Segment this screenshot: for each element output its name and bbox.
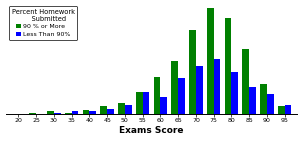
Bar bbox=[54, 113, 61, 114]
Bar bbox=[72, 111, 78, 114]
Bar bbox=[47, 111, 54, 114]
Bar bbox=[260, 84, 267, 114]
Bar bbox=[242, 49, 249, 114]
Bar bbox=[225, 18, 231, 114]
Bar bbox=[142, 92, 149, 114]
Bar bbox=[107, 109, 114, 114]
Bar bbox=[89, 111, 96, 114]
Bar bbox=[125, 105, 132, 114]
Bar bbox=[100, 106, 107, 114]
Bar bbox=[65, 113, 72, 114]
Bar bbox=[207, 8, 214, 114]
Bar bbox=[196, 66, 202, 114]
Bar bbox=[154, 77, 160, 114]
Bar bbox=[214, 59, 220, 114]
Bar bbox=[118, 103, 125, 114]
Bar bbox=[160, 97, 167, 114]
X-axis label: Exams Score: Exams Score bbox=[119, 126, 184, 135]
Legend: 90 % or More, Less Than 90%: 90 % or More, Less Than 90% bbox=[9, 6, 77, 40]
Bar bbox=[249, 87, 256, 114]
Bar bbox=[171, 61, 178, 114]
Bar bbox=[278, 106, 285, 114]
Bar bbox=[189, 30, 196, 114]
Bar bbox=[136, 92, 142, 114]
Bar bbox=[285, 105, 291, 114]
Bar bbox=[178, 78, 185, 114]
Bar bbox=[29, 113, 36, 114]
Bar bbox=[83, 110, 89, 114]
Bar bbox=[267, 94, 274, 114]
Bar bbox=[231, 72, 238, 114]
